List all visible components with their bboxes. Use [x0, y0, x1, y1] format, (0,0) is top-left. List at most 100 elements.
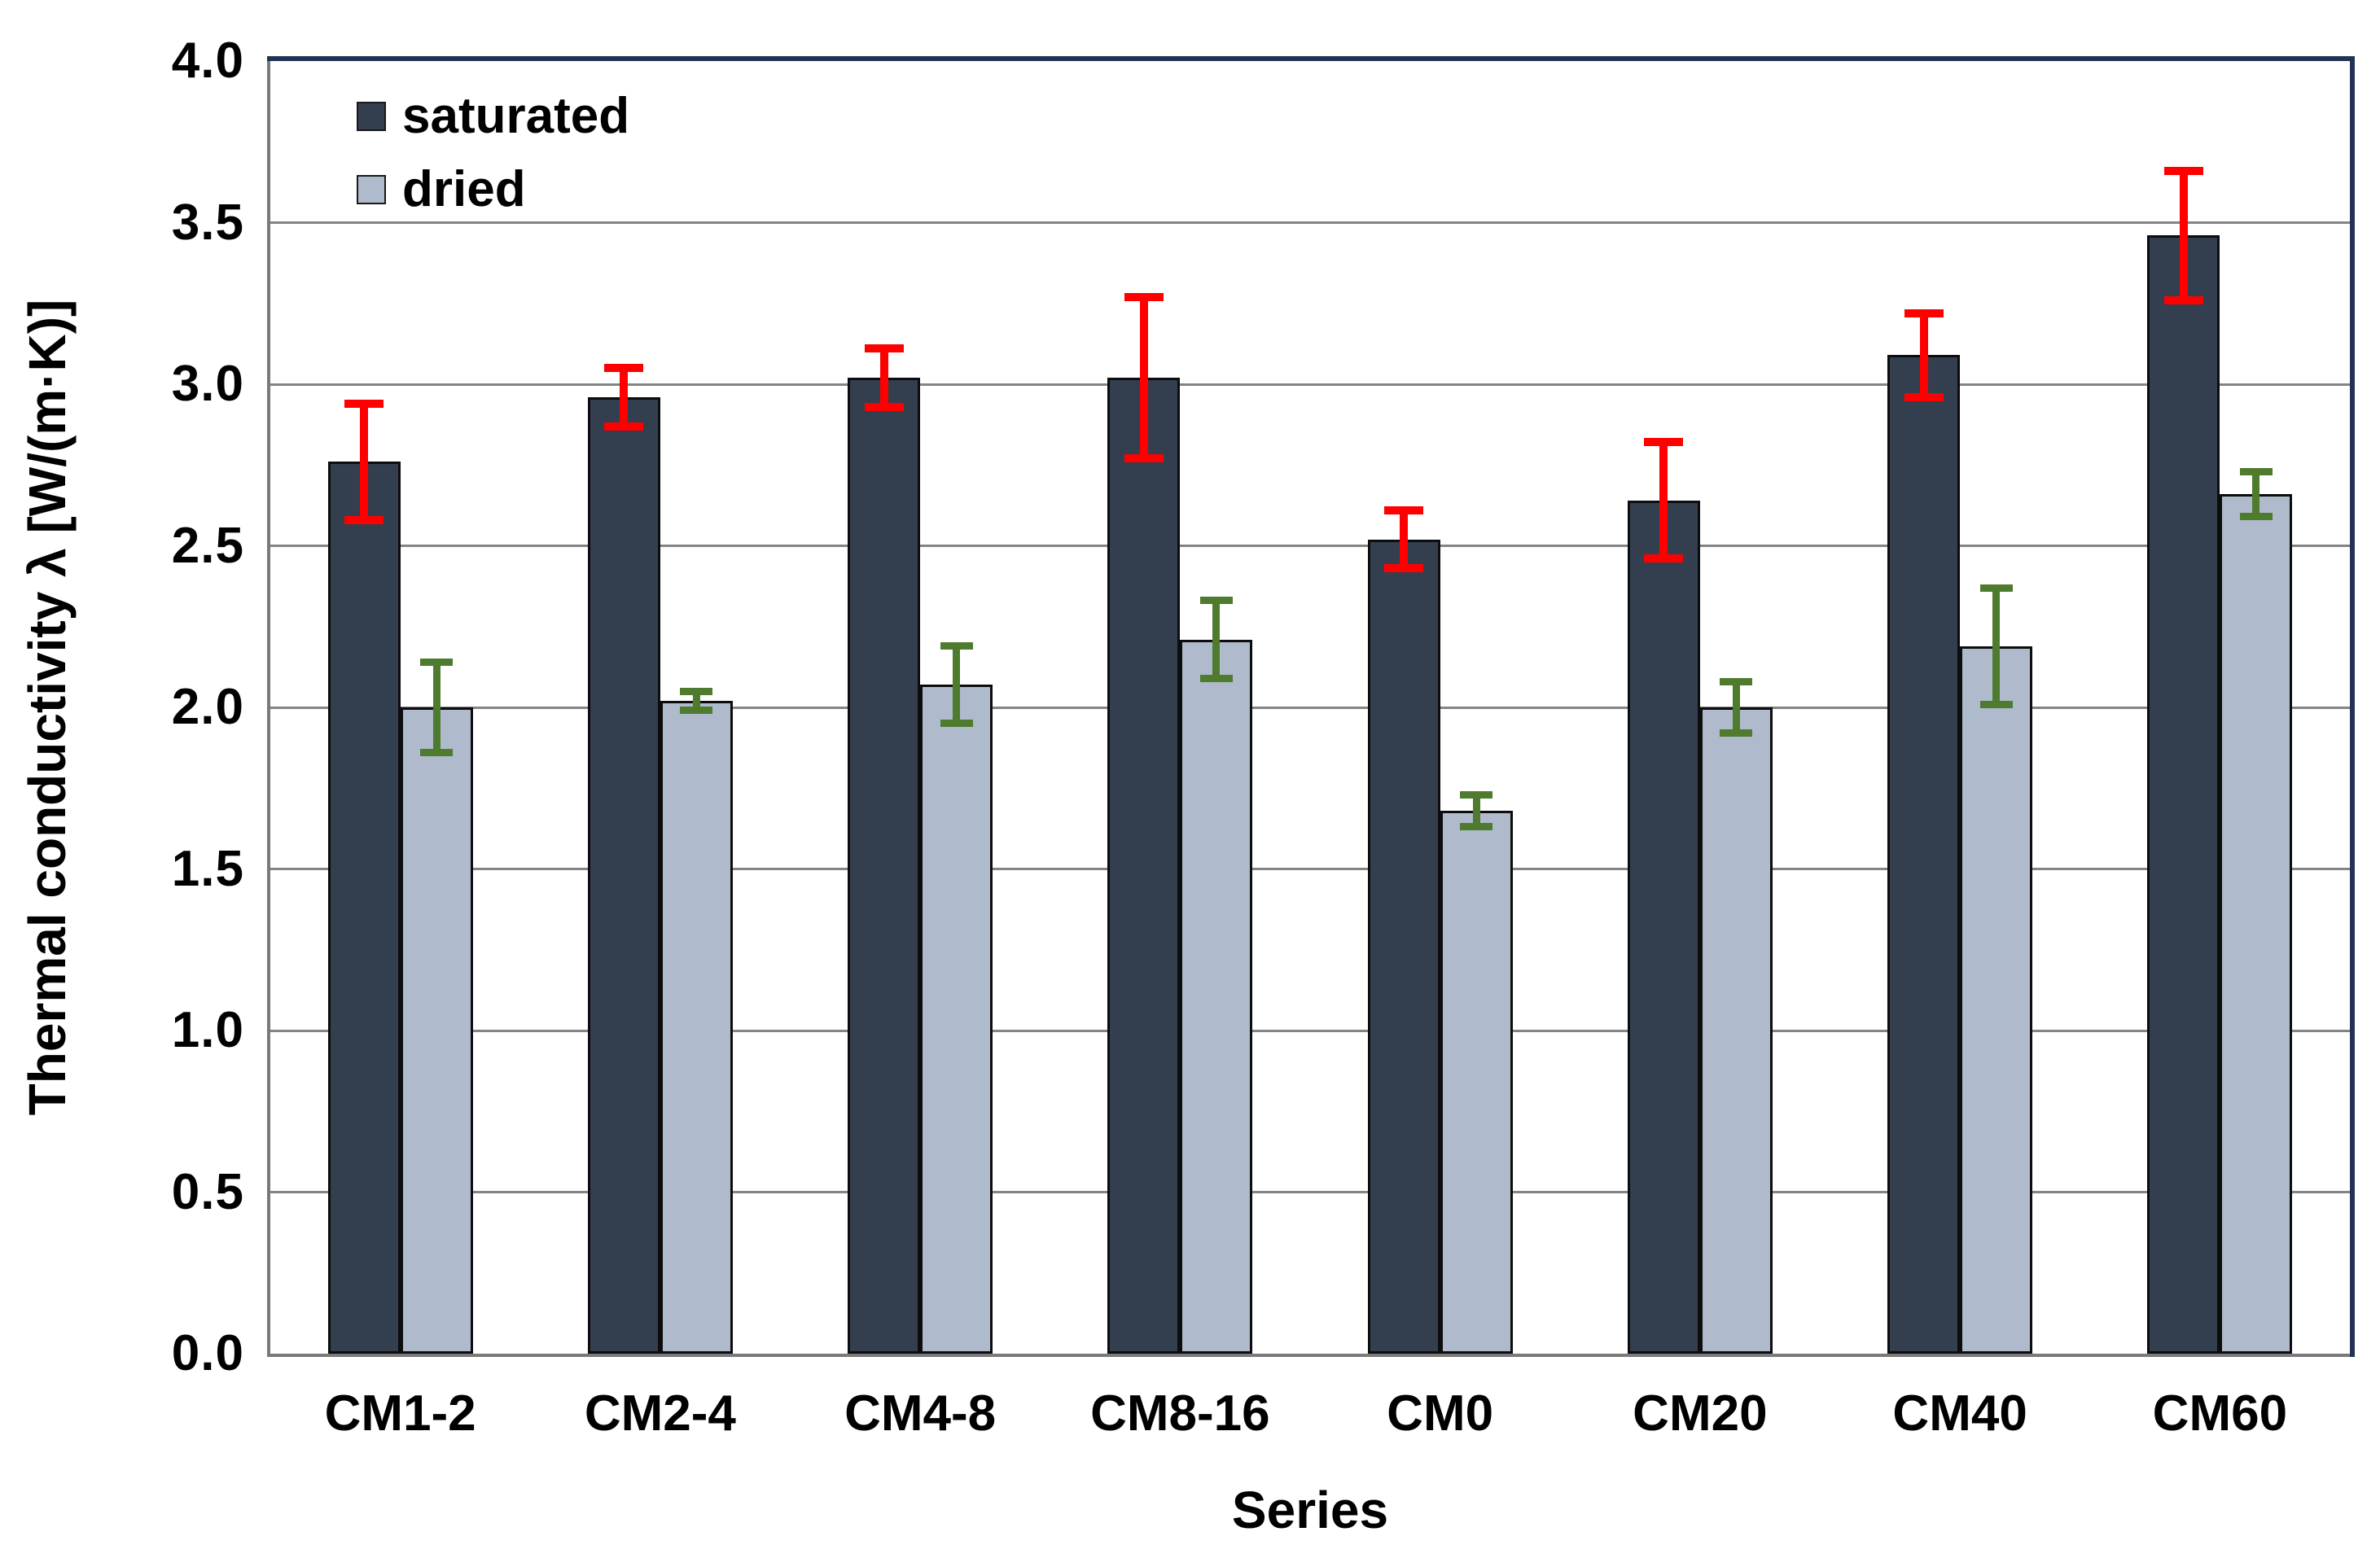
y-tick-label: 2.5 [171, 517, 244, 574]
error-cap-dried-CM8-16 [1199, 597, 1233, 605]
error-cap-saturated-CM40 [1904, 392, 1944, 401]
y-tick-label: 3.0 [171, 356, 244, 412]
error-cap-dried-CM60 [2239, 467, 2273, 475]
y-tick-label: 0.5 [171, 1163, 244, 1220]
error-cap-dried-CM60 [2239, 513, 2273, 521]
error-bar-saturated-CM1-2 [360, 403, 369, 520]
error-bar-saturated-CM0 [1400, 510, 1409, 569]
error-cap-dried-CM2-4 [680, 707, 713, 715]
error-cap-saturated-CM20 [1644, 554, 1684, 563]
error-bar-saturated-CM8-16 [1139, 296, 1148, 459]
error-bar-saturated-CM60 [2179, 170, 2188, 300]
error-cap-saturated-CM0 [1384, 564, 1424, 573]
error-bar-dried-CM60 [2252, 471, 2260, 517]
error-cap-dried-CM0 [1460, 790, 1493, 799]
x-tick-label: CM8-16 [1090, 1385, 1270, 1442]
error-bar-saturated-CM2-4 [620, 368, 629, 427]
error-bar-dried-CM1-2 [432, 662, 440, 753]
gridline [270, 1191, 2350, 1193]
legend-item-dried: dried [357, 164, 629, 216]
x-tick-label: CM1-2 [324, 1385, 476, 1442]
error-cap-saturated-CM2-4 [604, 364, 644, 373]
gridline [270, 1029, 2350, 1032]
error-cap-saturated-CM60 [2163, 166, 2203, 175]
error-cap-saturated-CM8-16 [1124, 454, 1164, 463]
error-cap-saturated-CM8-16 [1124, 292, 1164, 301]
y-tick-label: 1.5 [171, 840, 244, 897]
error-cap-saturated-CM4-8 [864, 344, 904, 353]
x-tick-label: CM20 [1633, 1385, 1768, 1442]
bar-saturated-CM60 [2147, 235, 2220, 1354]
gridline [270, 545, 2350, 547]
error-cap-dried-CM40 [1979, 700, 2013, 708]
bar-saturated-CM1-2 [327, 462, 401, 1354]
error-cap-saturated-CM1-2 [344, 515, 384, 524]
error-cap-saturated-CM1-2 [344, 399, 384, 408]
error-cap-dried-CM1-2 [420, 658, 454, 666]
error-bar-saturated-CM20 [1659, 442, 1668, 559]
x-tick-label: CM4-8 [844, 1385, 997, 1442]
gridline [270, 706, 2350, 709]
error-cap-dried-CM4-8 [940, 720, 973, 728]
error-bar-dried-CM8-16 [1212, 600, 1221, 679]
plot-border-left [267, 56, 270, 1357]
bar-saturated-CM20 [1627, 500, 1700, 1354]
error-bar-dried-CM0 [1472, 794, 1480, 827]
bar-saturated-CM8-16 [1107, 378, 1181, 1354]
error-bar-saturated-CM4-8 [879, 348, 888, 407]
error-cap-dried-CM20 [1720, 677, 1753, 685]
legend-label-dried: dried [402, 161, 526, 217]
bar-dried-CM60 [2220, 493, 2293, 1354]
bar-saturated-CM2-4 [587, 396, 660, 1354]
y-tick-label: 3.5 [171, 194, 244, 251]
bar-saturated-CM0 [1367, 539, 1440, 1354]
error-bar-dried-CM4-8 [953, 646, 961, 724]
bar-dried-CM40 [1960, 646, 2033, 1354]
y-tick-label: 4.0 [171, 33, 244, 89]
x-axis-title: Series [1231, 1481, 1389, 1539]
error-cap-saturated-CM60 [2163, 295, 2203, 304]
error-bar-dried-CM40 [1992, 588, 2001, 705]
error-bar-saturated-CM40 [1919, 313, 1928, 397]
error-cap-saturated-CM2-4 [604, 422, 644, 431]
gridline [270, 868, 2350, 870]
y-tick-label: 0.0 [171, 1325, 244, 1381]
plot-border-right [2350, 56, 2355, 1357]
gridline [270, 383, 2350, 386]
gridline [270, 221, 2350, 224]
x-tick-label: CM60 [2152, 1385, 2288, 1442]
legend-item-saturated: saturated [357, 90, 629, 142]
legend-swatch-dried [357, 175, 386, 204]
error-cap-saturated-CM4-8 [864, 402, 904, 411]
error-cap-dried-CM40 [1979, 584, 2013, 592]
error-cap-dried-CM0 [1460, 823, 1493, 831]
error-cap-dried-CM20 [1720, 729, 1753, 737]
error-bar-dried-CM20 [1732, 681, 1740, 733]
bar-saturated-CM40 [1887, 355, 1961, 1354]
plot-border-top [267, 56, 2355, 61]
error-cap-dried-CM8-16 [1199, 674, 1233, 682]
error-cap-saturated-CM40 [1904, 309, 1944, 317]
bar-dried-CM1-2 [400, 707, 473, 1354]
legend-label-saturated: saturated [402, 88, 630, 144]
bar-dried-CM8-16 [1180, 639, 1253, 1354]
x-tick-label: CM40 [1892, 1385, 2027, 1442]
y-tick-label: 1.0 [171, 1002, 244, 1058]
error-cap-saturated-CM0 [1384, 505, 1424, 514]
error-cap-saturated-CM20 [1644, 438, 1684, 447]
error-cap-dried-CM1-2 [420, 749, 454, 757]
x-tick-label: CM2-4 [584, 1385, 736, 1442]
error-bar-dried-CM2-4 [692, 691, 700, 711]
plot-border-bottom [267, 1354, 2355, 1357]
plot-area: saturated dried [267, 56, 2355, 1357]
bar-saturated-CM4-8 [848, 378, 921, 1354]
bar-dried-CM20 [1699, 707, 1773, 1354]
error-cap-dried-CM4-8 [940, 642, 973, 650]
bar-dried-CM0 [1440, 811, 1513, 1354]
bar-dried-CM2-4 [660, 701, 733, 1354]
error-cap-dried-CM2-4 [680, 687, 713, 695]
y-tick-label: 2.0 [171, 679, 244, 735]
x-tick-label: CM0 [1387, 1385, 1494, 1442]
bar-dried-CM4-8 [920, 685, 993, 1354]
